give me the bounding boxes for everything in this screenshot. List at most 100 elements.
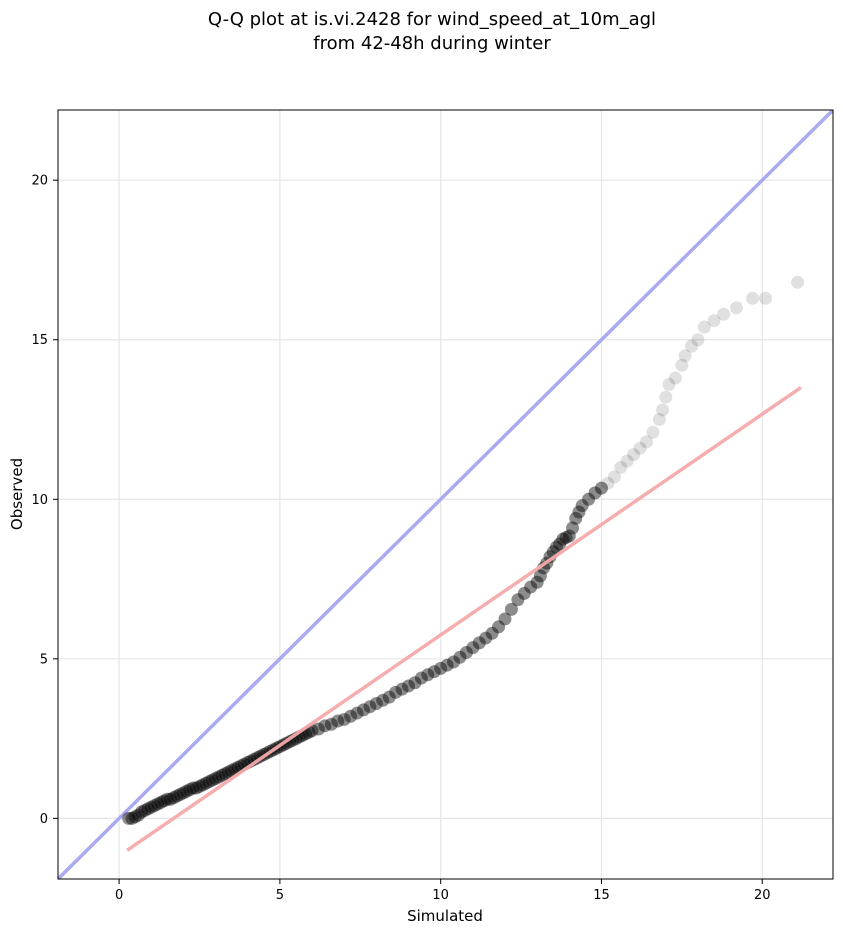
qq-point (675, 358, 689, 372)
qq-point (157, 794, 171, 808)
y-tick-label: 15 (31, 333, 48, 348)
qq-point (311, 722, 325, 736)
qq-point (472, 636, 486, 650)
qq-point (517, 586, 531, 600)
qq-point (125, 811, 139, 825)
qq-point (697, 320, 711, 334)
qq-point (479, 631, 493, 645)
qq-point (652, 413, 666, 427)
qq-point (678, 349, 692, 363)
qq-point (459, 645, 473, 659)
qq-point (562, 529, 576, 543)
y-tick-label: 0 (40, 812, 48, 827)
qq-point (427, 665, 441, 679)
qq-point (746, 291, 760, 305)
qq-point (566, 521, 580, 535)
qq-point (154, 795, 168, 809)
qq-point (607, 470, 621, 484)
qq-point (164, 792, 178, 806)
fit-line (126, 386, 802, 852)
qq-point (192, 779, 206, 793)
x-tick-label: 0 (115, 888, 123, 903)
qq-point (498, 612, 512, 626)
qq-point (662, 377, 676, 391)
qq-point (389, 685, 403, 699)
qq-point (221, 765, 235, 779)
qq-point (421, 668, 435, 682)
qq-point (151, 797, 165, 811)
grid-lines (58, 110, 833, 879)
qq-point (440, 658, 454, 672)
x-axis-ticks: 0 5 10 15 20 (115, 879, 771, 903)
plot-area (58, 110, 833, 879)
qq-point (530, 575, 544, 589)
qq-point (485, 626, 499, 640)
qq-point (147, 799, 161, 813)
qq-point (138, 803, 152, 817)
qq-point (196, 778, 210, 792)
qq-point (176, 786, 190, 800)
qq-point (324, 717, 338, 731)
qq-point (685, 339, 699, 353)
x-tick-label: 10 (432, 888, 449, 903)
x-tick-label: 15 (593, 888, 610, 903)
qq-point (620, 454, 634, 468)
qq-point (553, 537, 567, 551)
y-tick-label: 5 (40, 652, 48, 667)
qq-point (131, 808, 145, 822)
qq-point (656, 403, 670, 417)
qq-point (183, 783, 197, 797)
qq-point (189, 781, 203, 795)
qq-point (447, 655, 461, 669)
qq-point (337, 712, 351, 726)
qq-point (144, 800, 158, 814)
x-axis-label: Simulated (407, 907, 483, 925)
qq-point (588, 486, 602, 500)
qq-point (186, 781, 200, 795)
qq-point (350, 706, 364, 720)
qq-point (575, 499, 589, 513)
qq-point (135, 805, 149, 819)
y-axis-ticks: 0 5 10 15 20 (31, 174, 58, 827)
qq-point (572, 505, 586, 519)
qq-point (691, 333, 705, 347)
qq-point (363, 700, 377, 714)
qq-point (225, 764, 239, 778)
qq-point (414, 671, 428, 685)
qq-point (639, 435, 653, 449)
qq-point (659, 390, 673, 404)
identity-line (58, 110, 833, 879)
qq-point (646, 425, 660, 439)
qq-point (556, 532, 570, 546)
qq-point (344, 709, 358, 723)
qq-point (215, 768, 229, 782)
qq-point (218, 767, 232, 781)
qq-point (559, 531, 573, 545)
qq-point (511, 593, 525, 607)
qq-point (318, 719, 332, 733)
chart-title-line-1: Q-Q plot at is.vi.2428 for wind_speed_at… (208, 9, 656, 30)
qq-point (382, 690, 396, 704)
qq-point (202, 775, 216, 789)
qq-point (173, 787, 187, 801)
x-tick-label: 20 (754, 888, 771, 903)
qq-point (167, 791, 181, 805)
qq-point (369, 697, 383, 711)
qq-point (601, 476, 615, 490)
qq-point (791, 275, 805, 289)
qq-point (160, 792, 174, 806)
qq-point (205, 773, 219, 787)
qq-point (331, 714, 345, 728)
qq-point (504, 602, 518, 616)
qq-point (524, 580, 538, 594)
qq-point (141, 802, 155, 816)
qq-point (453, 650, 467, 664)
qq-point (212, 770, 226, 784)
qq-point (614, 460, 628, 474)
qq-point (717, 307, 731, 321)
qq-point (180, 784, 194, 798)
qq-point (408, 676, 422, 690)
qq-point (466, 641, 480, 655)
